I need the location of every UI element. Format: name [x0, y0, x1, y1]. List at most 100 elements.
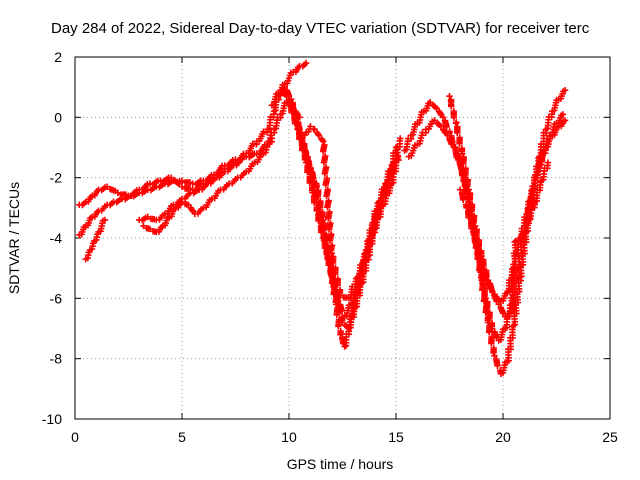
data-point	[337, 331, 344, 338]
data-point	[334, 282, 341, 289]
x-tick-label: 0	[71, 429, 79, 445]
data-point	[493, 297, 500, 305]
data-point	[329, 259, 337, 267]
data-point	[499, 310, 507, 317]
series-track-4	[140, 135, 276, 236]
data-point	[294, 126, 301, 133]
series-track-5	[136, 156, 246, 224]
data-point	[332, 270, 339, 278]
data-point	[302, 159, 310, 166]
data-point	[238, 156, 246, 163]
data-point	[476, 252, 483, 260]
data-point	[464, 183, 471, 190]
y-tick-label: -8	[50, 351, 63, 367]
data-point	[291, 120, 299, 127]
data-point	[486, 315, 493, 322]
data-point	[459, 150, 466, 157]
data-point	[450, 114, 458, 121]
data-point	[471, 238, 479, 245]
data-point	[335, 323, 342, 330]
data-point	[317, 229, 325, 236]
data-point	[482, 274, 490, 281]
data-point	[462, 171, 469, 179]
data-point	[311, 126, 318, 133]
data-point	[321, 244, 329, 252]
data-point	[448, 141, 455, 148]
data-point	[336, 309, 343, 316]
data-point	[321, 170, 329, 177]
data-point	[326, 261, 333, 269]
data-point	[320, 159, 328, 166]
data-point	[495, 301, 502, 308]
data-point	[326, 237, 334, 244]
data-point	[323, 192, 330, 200]
x-tick-label: 15	[388, 429, 404, 445]
data-point	[320, 234, 327, 242]
data-point	[561, 117, 569, 124]
data-point	[469, 228, 477, 236]
data-point	[482, 295, 490, 302]
data-point	[478, 262, 485, 269]
data-point	[304, 168, 311, 176]
chart-title: Day 284 of 2022, Sidereal Day-to-day VTE…	[51, 20, 590, 37]
data-point	[285, 99, 293, 106]
data-point	[311, 199, 318, 207]
data-point	[394, 153, 402, 160]
y-tick-label: -6	[50, 290, 63, 306]
y-axis-label: SDTVAR / TECUs	[6, 182, 22, 294]
data-point	[468, 225, 475, 232]
data-point	[306, 179, 313, 187]
data-point	[299, 147, 306, 154]
data-point	[486, 283, 493, 290]
data-point	[309, 189, 316, 196]
x-tick-label: 25	[602, 429, 618, 445]
data-point	[325, 215, 332, 222]
data-point	[465, 214, 472, 221]
series-track-13	[457, 159, 552, 320]
data-point	[491, 352, 498, 359]
data-point	[489, 289, 496, 296]
data-point	[324, 256, 331, 263]
series-track-3	[82, 216, 109, 263]
x-tick-label: 20	[495, 429, 511, 445]
data-point	[319, 148, 327, 155]
data-point	[320, 138, 327, 145]
y-tick-label: 0	[54, 109, 62, 125]
data-point	[453, 154, 460, 161]
data-point	[452, 120, 460, 127]
data-point	[281, 83, 288, 91]
data-point	[465, 186, 472, 193]
data-point	[322, 181, 329, 189]
data-point	[481, 291, 488, 299]
x-axis-label: GPS time / hours	[287, 456, 394, 472]
data-point	[454, 129, 461, 137]
data-point	[463, 204, 470, 212]
x-tick-label: 5	[178, 429, 186, 445]
data-point	[324, 204, 331, 211]
data-point	[315, 132, 323, 139]
data-point	[313, 207, 321, 215]
data-point	[456, 140, 463, 147]
data-point	[314, 130, 322, 138]
data-point	[330, 283, 338, 290]
data-point	[460, 160, 467, 167]
data-point	[268, 135, 276, 142]
data-point	[170, 177, 177, 184]
data-point	[544, 159, 552, 166]
data-point	[444, 132, 451, 139]
data-point	[489, 325, 496, 332]
data-point	[483, 304, 491, 312]
data-point	[397, 135, 404, 142]
data-point	[328, 272, 335, 279]
data-point	[283, 93, 291, 100]
data-point	[494, 362, 501, 369]
data-point	[474, 249, 482, 256]
data-point	[101, 216, 109, 224]
series-track-8	[285, 99, 398, 332]
data-point	[510, 322, 517, 329]
data-point	[302, 59, 310, 67]
data-point	[460, 196, 467, 204]
data-point	[466, 196, 473, 204]
